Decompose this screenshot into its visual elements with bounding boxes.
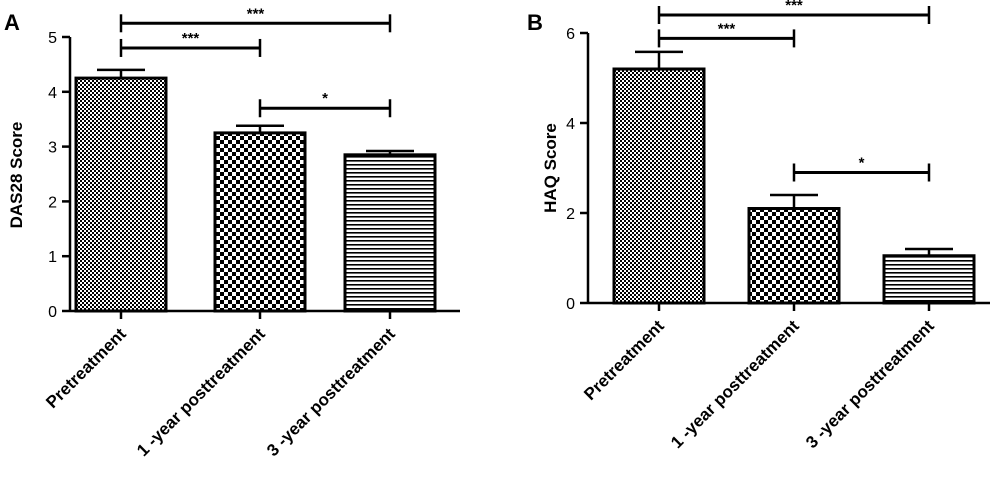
significance-label: *** xyxy=(247,5,265,22)
significance-label: *** xyxy=(182,30,200,47)
y-tick-label: 6 xyxy=(566,26,575,43)
bar xyxy=(343,153,437,313)
category-label: 3 -year posttreatment xyxy=(802,316,938,452)
panel-a: A DAS28 Score 0 1 2 3 4 5 Pretreatment 1 -year … xyxy=(4,5,460,460)
y-axis-label: DAS28 Score xyxy=(7,122,26,229)
y-tick-label: 1 xyxy=(48,249,57,266)
y-tick-label: 0 xyxy=(566,296,575,313)
bar xyxy=(213,131,307,313)
category-label: Pretreatment xyxy=(580,316,668,404)
significance-label: *** xyxy=(785,0,803,14)
bar xyxy=(612,67,706,305)
panel-letter: B xyxy=(527,10,543,35)
significance-label: * xyxy=(859,155,865,172)
y-tick-label: 4 xyxy=(48,85,57,102)
y-tick-label: 2 xyxy=(48,194,57,211)
bar xyxy=(74,76,168,313)
y-axis-label: HAQ Score xyxy=(541,123,560,213)
category-label: 3 -year posttreatment xyxy=(263,324,399,460)
category-label: 1 -year posttreatment xyxy=(667,316,803,452)
y-tick-label: 5 xyxy=(48,30,57,47)
y-tick-label: 2 xyxy=(566,206,575,223)
significance-label: * xyxy=(322,90,328,107)
panel-b: B HAQ Score 0 2 4 6 Pretreatment 1 -year post… xyxy=(527,0,990,452)
bar xyxy=(882,254,976,305)
category-label: Pretreatment xyxy=(42,324,130,412)
panel-letter: A xyxy=(4,10,20,35)
significance-label: *** xyxy=(718,20,736,37)
bar xyxy=(747,207,841,305)
y-tick-label: 4 xyxy=(566,116,575,133)
category-label: 1 -year posttreatment xyxy=(133,324,269,460)
y-tick-label: 0 xyxy=(48,304,57,321)
y-tick-label: 3 xyxy=(48,140,57,157)
